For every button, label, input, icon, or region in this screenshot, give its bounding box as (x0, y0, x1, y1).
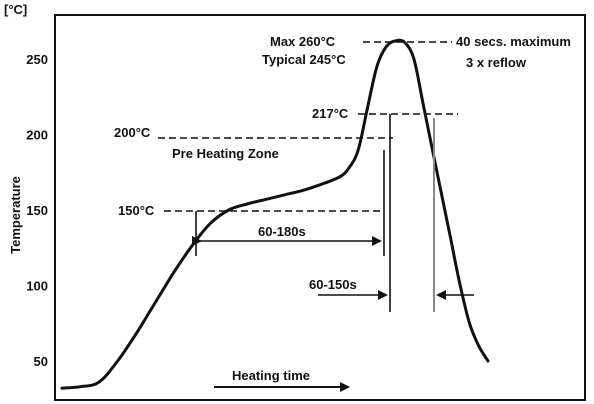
y-tick-label: 50 (34, 354, 48, 369)
typical-temp-label: Typical 245°C (262, 52, 346, 67)
preheat-time-label: 60-180s (258, 224, 306, 239)
y-tick-label: 250 (26, 52, 48, 67)
y-axis-label: Temperature (8, 176, 23, 254)
y-unit-label: [°C] (4, 2, 27, 17)
t217-label: 217°C (312, 106, 349, 121)
t150-label: 150°C (118, 203, 155, 218)
reflow-count-label: 3 x reflow (466, 55, 527, 70)
t200-label: 200°C (114, 125, 151, 140)
reflow-time-label: 60-150s (309, 277, 357, 292)
preheat-zone-label: Pre Heating Zone (172, 146, 279, 161)
y-tick-label: 100 (26, 279, 48, 294)
x-axis-label: Heating time (232, 368, 310, 383)
max-time-label: 40 secs. maximum (456, 34, 571, 49)
max-temp-label: Max 260°C (270, 34, 336, 49)
y-tick-labels: 50 100 150 200 250 (26, 52, 48, 369)
y-tick-label: 200 (26, 128, 48, 143)
y-tick-label: 150 (26, 203, 48, 218)
